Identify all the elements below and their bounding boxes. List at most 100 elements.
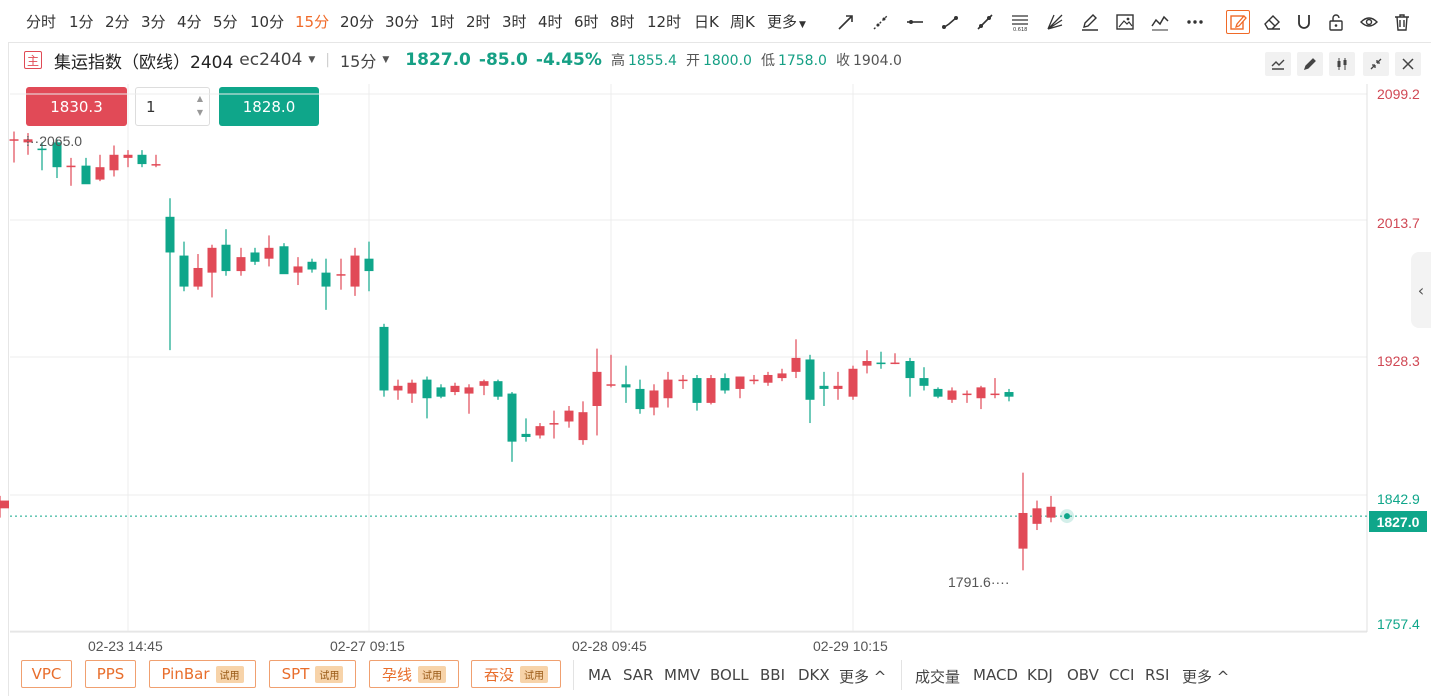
period-4分[interactable]: 4分 xyxy=(177,13,202,31)
sub-indicator-more[interactable]: 更多 ^ xyxy=(1182,668,1230,686)
close-value: 1904.0 xyxy=(852,53,902,69)
magnet-tool[interactable] xyxy=(1292,10,1316,34)
indicator-settings-button[interactable] xyxy=(1265,52,1291,76)
chip-label: 吞没 xyxy=(483,665,514,684)
chevron-down-icon[interactable]: ▼ xyxy=(382,55,390,65)
period-1时[interactable]: 1时 xyxy=(430,13,455,31)
sub-indicator-rsi[interactable]: RSI xyxy=(1145,666,1170,684)
sub-indicator-kdj[interactable]: KDJ xyxy=(1027,666,1053,684)
period-10分[interactable]: 10分 xyxy=(250,13,285,31)
delete-tool[interactable] xyxy=(1390,10,1414,34)
low-stat: 低 1758.0 xyxy=(761,50,827,70)
draw-button[interactable] xyxy=(1297,52,1323,76)
period-30分[interactable]: 30分 xyxy=(385,13,420,31)
period-12时[interactable]: 12时 xyxy=(647,13,682,31)
eraser-tool[interactable] xyxy=(1260,10,1284,34)
period-2时[interactable]: 2时 xyxy=(466,13,491,31)
period-more-dropdown[interactable]: 更多 ▼ xyxy=(767,11,806,32)
main-indicator-mmv[interactable]: MMV xyxy=(664,666,701,684)
period-selector[interactable]: 15分 xyxy=(339,52,377,71)
period-分时[interactable]: 分时 xyxy=(26,13,57,31)
current-price-tag: 1827.0 xyxy=(1369,511,1427,532)
high-stat: 高 1855.4 xyxy=(611,50,677,70)
chart-panel xyxy=(8,42,1431,696)
more-tools[interactable] xyxy=(1183,10,1207,34)
low-label: 低 xyxy=(760,53,775,69)
edit-pencil-icon xyxy=(1230,15,1247,30)
buy-button[interactable]: 1830.3 xyxy=(26,87,127,126)
period-4时[interactable]: 4时 xyxy=(538,13,563,31)
period-日K[interactable]: 日K xyxy=(694,13,719,31)
contract-info-bar: 主 集运指数（欧线）2404 ec2404 ▼ | 15分 ▼ 1827.0 -… xyxy=(24,48,902,73)
sub-indicator-obv[interactable]: OBV xyxy=(1067,666,1099,684)
image-tool[interactable] xyxy=(1113,10,1137,34)
chevron-down-icon[interactable]: ▼ xyxy=(308,55,316,65)
main-indicator-boll[interactable]: BOLL xyxy=(710,666,749,684)
time-axis-label: 02-28 09:45 xyxy=(572,638,647,654)
chip-label: 孕线 xyxy=(381,665,412,684)
draw-mode-toggle[interactable] xyxy=(1226,10,1250,34)
sub-indicator-macd[interactable]: MACD xyxy=(973,666,1018,684)
low-value: 1758.0 xyxy=(777,53,827,69)
visibility-tool[interactable] xyxy=(1357,10,1381,34)
trial-badge: 试用 xyxy=(215,665,244,683)
indicator-chip-pinbar[interactable]: PinBar 试用 xyxy=(149,660,256,688)
contract-code[interactable]: ec2404 xyxy=(239,50,303,70)
period-15分[interactable]: 15分 xyxy=(295,13,330,31)
period-20分[interactable]: 20分 xyxy=(340,13,375,31)
close-label: 收 xyxy=(835,53,850,69)
time-axis-label: 02-29 10:15 xyxy=(813,638,888,654)
pencil-tool[interactable] xyxy=(1078,10,1102,34)
period-8时[interactable]: 8时 xyxy=(610,13,635,31)
indicator-bar: VPC PPS PinBar 试用 SPT 试用 孕线 试用 吞没 试用 MA SAR … xyxy=(0,655,1431,696)
indicator-chip-pps[interactable]: PPS xyxy=(85,660,136,688)
lock-tool[interactable] xyxy=(1324,10,1348,34)
period-周K[interactable]: 周K xyxy=(730,13,755,31)
chip-label: PPS xyxy=(96,665,125,683)
main-indicator-ma[interactable]: MA xyxy=(588,666,612,684)
main-contract-badge: 主 xyxy=(24,51,42,69)
fibonacci-tool[interactable]: 0.618 xyxy=(1008,10,1032,34)
wave-tool[interactable] xyxy=(1148,10,1172,34)
stepper-arrows-icon[interactable]: ▲ ▼ xyxy=(196,94,204,117)
horizontal-line-tool[interactable] xyxy=(903,10,927,34)
gann-tool[interactable] xyxy=(1043,10,1067,34)
main-indicator-more[interactable]: 更多 ^ xyxy=(839,668,887,686)
close-button[interactable] xyxy=(1395,52,1421,76)
trend-line-tool[interactable] xyxy=(973,10,997,34)
fibonacci-icon: 0.618 xyxy=(1012,15,1028,32)
period-3时[interactable]: 3时 xyxy=(502,13,527,31)
contract-name[interactable]: 集运指数（欧线）2404 xyxy=(54,52,234,73)
ray-tool[interactable] xyxy=(834,10,858,34)
chart-type-button[interactable] xyxy=(1329,52,1355,76)
indicator-chip-spt[interactable]: SPT 试用 xyxy=(269,660,356,688)
period-1分[interactable]: 1分 xyxy=(69,13,94,31)
extend-line-tool[interactable] xyxy=(869,10,893,34)
close-stat: 收 1904.0 xyxy=(836,50,902,70)
sub-indicator-cci[interactable]: CCI xyxy=(1109,666,1135,684)
period-2分[interactable]: 2分 xyxy=(105,13,130,31)
indicator-chip-engulfing[interactable]: 吞没 试用 xyxy=(471,660,561,688)
sub-indicator-volume[interactable]: 成交量 xyxy=(915,668,961,686)
sell-button[interactable]: 1828.0 xyxy=(219,87,319,126)
quantity-stepper[interactable]: 1 ▲ ▼ xyxy=(135,87,210,126)
price-axis-label: 1757.4 xyxy=(1377,616,1420,632)
main-indicator-bbi[interactable]: BBI xyxy=(760,666,786,684)
segment-tool[interactable] xyxy=(938,10,962,34)
side-panel-toggle[interactable]: ‹ xyxy=(1411,252,1431,328)
period-3分[interactable]: 3分 xyxy=(141,13,166,31)
magnet-icon xyxy=(1298,15,1310,29)
trend-line-icon xyxy=(977,14,993,30)
more-dots-icon xyxy=(1187,20,1203,24)
indicator-chip-pregnant-line[interactable]: 孕线 试用 xyxy=(369,660,459,688)
candlestick-icon xyxy=(1337,58,1347,70)
indicator-chip-vpc[interactable]: VPC xyxy=(21,660,72,688)
period-6时[interactable]: 6时 xyxy=(574,13,599,31)
fullscreen-button[interactable] xyxy=(1363,52,1389,76)
main-indicator-dkx[interactable]: DKX xyxy=(798,666,830,684)
period-more-label: 更多 xyxy=(767,13,798,31)
period-5分[interactable]: 5分 xyxy=(213,13,238,31)
trial-badge: 试用 xyxy=(520,665,548,683)
pen-icon xyxy=(1303,58,1316,71)
main-indicator-sar[interactable]: SAR xyxy=(623,666,654,684)
